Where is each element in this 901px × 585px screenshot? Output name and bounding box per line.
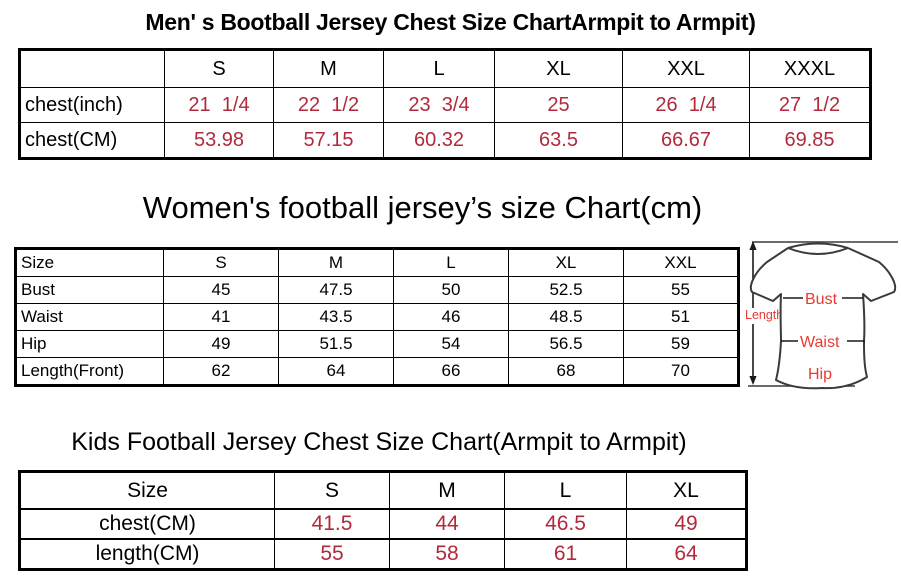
cell-value: 55: [623, 276, 739, 304]
kids-size-chart-title: Kids Football Jersey Chest Size Chart(Ar…: [71, 428, 687, 456]
men-header-xl: XL: [494, 49, 623, 88]
cell-value: 57.15: [273, 122, 384, 159]
kids-header-l: L: [504, 470, 627, 510]
men-chest-cm-row: chest(CM) 53.98 57.15 60.32 63.5 66.67 6…: [19, 122, 871, 159]
men-size-chart-title: Men' s Bootball Jersey Chest Size ChartA…: [145, 9, 756, 35]
kids-length-cm-row: length(CM) 55 58 61 64: [19, 538, 747, 571]
cell-value: 66.67: [622, 122, 750, 159]
row-label: Bust: [15, 276, 164, 304]
women-table-header-row: Size S M L XL XXL: [15, 248, 739, 277]
row-label: chest(CM): [19, 122, 165, 159]
cell-value: 23 3/4: [383, 87, 495, 123]
row-label: Waist: [15, 303, 164, 331]
row-label: Length(Front): [15, 357, 164, 386]
women-header-s: S: [163, 248, 279, 277]
cell-value: 41.5: [274, 508, 390, 540]
cell-value: 50: [393, 276, 509, 304]
women-length-row: Length(Front) 62 64 66 68 70: [15, 357, 739, 386]
kids-header-size: Size: [19, 470, 275, 510]
kids-header-s: S: [274, 470, 390, 510]
row-label: Hip: [15, 330, 164, 358]
men-header-m: M: [273, 49, 384, 88]
cell-value: 59: [623, 330, 739, 358]
cell-value: 22 1/2: [273, 87, 384, 123]
waist-label: Waist: [800, 334, 840, 351]
men-size-table: S M L XL XXL XXXL chest(inch) 21 1/4 22 …: [18, 48, 872, 160]
cell-value: 60.32: [383, 122, 495, 159]
cell-value: 25: [494, 87, 623, 123]
cell-value: 53.98: [164, 122, 274, 159]
cell-value: 54: [393, 330, 509, 358]
women-hip-row: Hip 49 51.5 54 56.5 59: [15, 330, 739, 358]
cell-value: 49: [626, 508, 747, 540]
length-arrowhead-up: [749, 241, 757, 250]
length-label: Length: [745, 308, 783, 322]
cell-value: 51: [623, 303, 739, 331]
cell-value: 64: [626, 538, 747, 571]
cell-value: 61: [504, 538, 627, 571]
cell-value: 43.5: [278, 303, 394, 331]
men-header-l: L: [383, 49, 495, 88]
women-bust-row: Bust 45 47.5 50 52.5 55: [15, 276, 739, 304]
cell-value: 66: [393, 357, 509, 386]
kids-table-header-row: Size S M L XL: [19, 470, 747, 510]
kids-header-m: M: [389, 470, 505, 510]
women-header-xl: XL: [508, 248, 624, 277]
cell-value: 44: [389, 508, 505, 540]
cell-value: 70: [623, 357, 739, 386]
women-size-table: Size S M L XL XXL Bust 45 47.5 50 52.5 5…: [14, 247, 740, 387]
row-label: chest(CM): [19, 508, 275, 540]
tshirt-measurement-diagram: Length Bust Waist Hip: [745, 241, 898, 390]
tshirt-collar: [787, 242, 849, 255]
cell-value: 52.5: [508, 276, 624, 304]
tshirt-outline: [749, 247, 897, 390]
cell-value: 62: [163, 357, 279, 386]
length-arrowhead-down: [749, 376, 757, 385]
kids-chest-cm-row: chest(CM) 41.5 44 46.5 49: [19, 508, 747, 540]
men-header-blank: [19, 49, 165, 88]
cell-value: 41: [163, 303, 279, 331]
cell-value: 68: [508, 357, 624, 386]
men-table-header-row: S M L XL XXL XXXL: [19, 49, 871, 88]
cell-value: 63.5: [494, 122, 623, 159]
cell-value: 21 1/4: [164, 87, 274, 123]
cell-value: 27 1/2: [749, 87, 871, 123]
cell-value: 69.85: [749, 122, 871, 159]
women-header-xxl: XXL: [623, 248, 739, 277]
row-label: length(CM): [19, 538, 275, 571]
women-size-chart-title: Women's football jersey’s size Chart(cm): [142, 190, 703, 225]
women-header-size: Size: [15, 248, 164, 277]
cell-value: 56.5: [508, 330, 624, 358]
hip-label: Hip: [808, 366, 832, 383]
men-header-xxl: XXL: [622, 49, 750, 88]
cell-value: 45: [163, 276, 279, 304]
kids-header-xl: XL: [626, 470, 747, 510]
men-chest-inch-row: chest(inch) 21 1/4 22 1/2 23 3/4 25 26 1…: [19, 87, 871, 123]
bust-label: Bust: [805, 291, 838, 308]
cell-value: 46.5: [504, 508, 627, 540]
women-waist-row: Waist 41 43.5 46 48.5 51: [15, 303, 739, 331]
cell-value: 55: [274, 538, 390, 571]
cell-value: 26 1/4: [622, 87, 750, 123]
kids-size-table: Size S M L XL chest(CM) 41.5 44 46.5 49 …: [18, 470, 748, 571]
row-label: chest(inch): [19, 87, 165, 123]
women-header-m: M: [278, 248, 394, 277]
cell-value: 47.5: [278, 276, 394, 304]
cell-value: 58: [389, 538, 505, 571]
men-header-s: S: [164, 49, 274, 88]
cell-value: 48.5: [508, 303, 624, 331]
cell-value: 46: [393, 303, 509, 331]
cell-value: 49: [163, 330, 279, 358]
cell-value: 51.5: [278, 330, 394, 358]
cell-value: 64: [278, 357, 394, 386]
women-header-l: L: [393, 248, 509, 277]
men-header-xxxl: XXXL: [749, 49, 871, 88]
